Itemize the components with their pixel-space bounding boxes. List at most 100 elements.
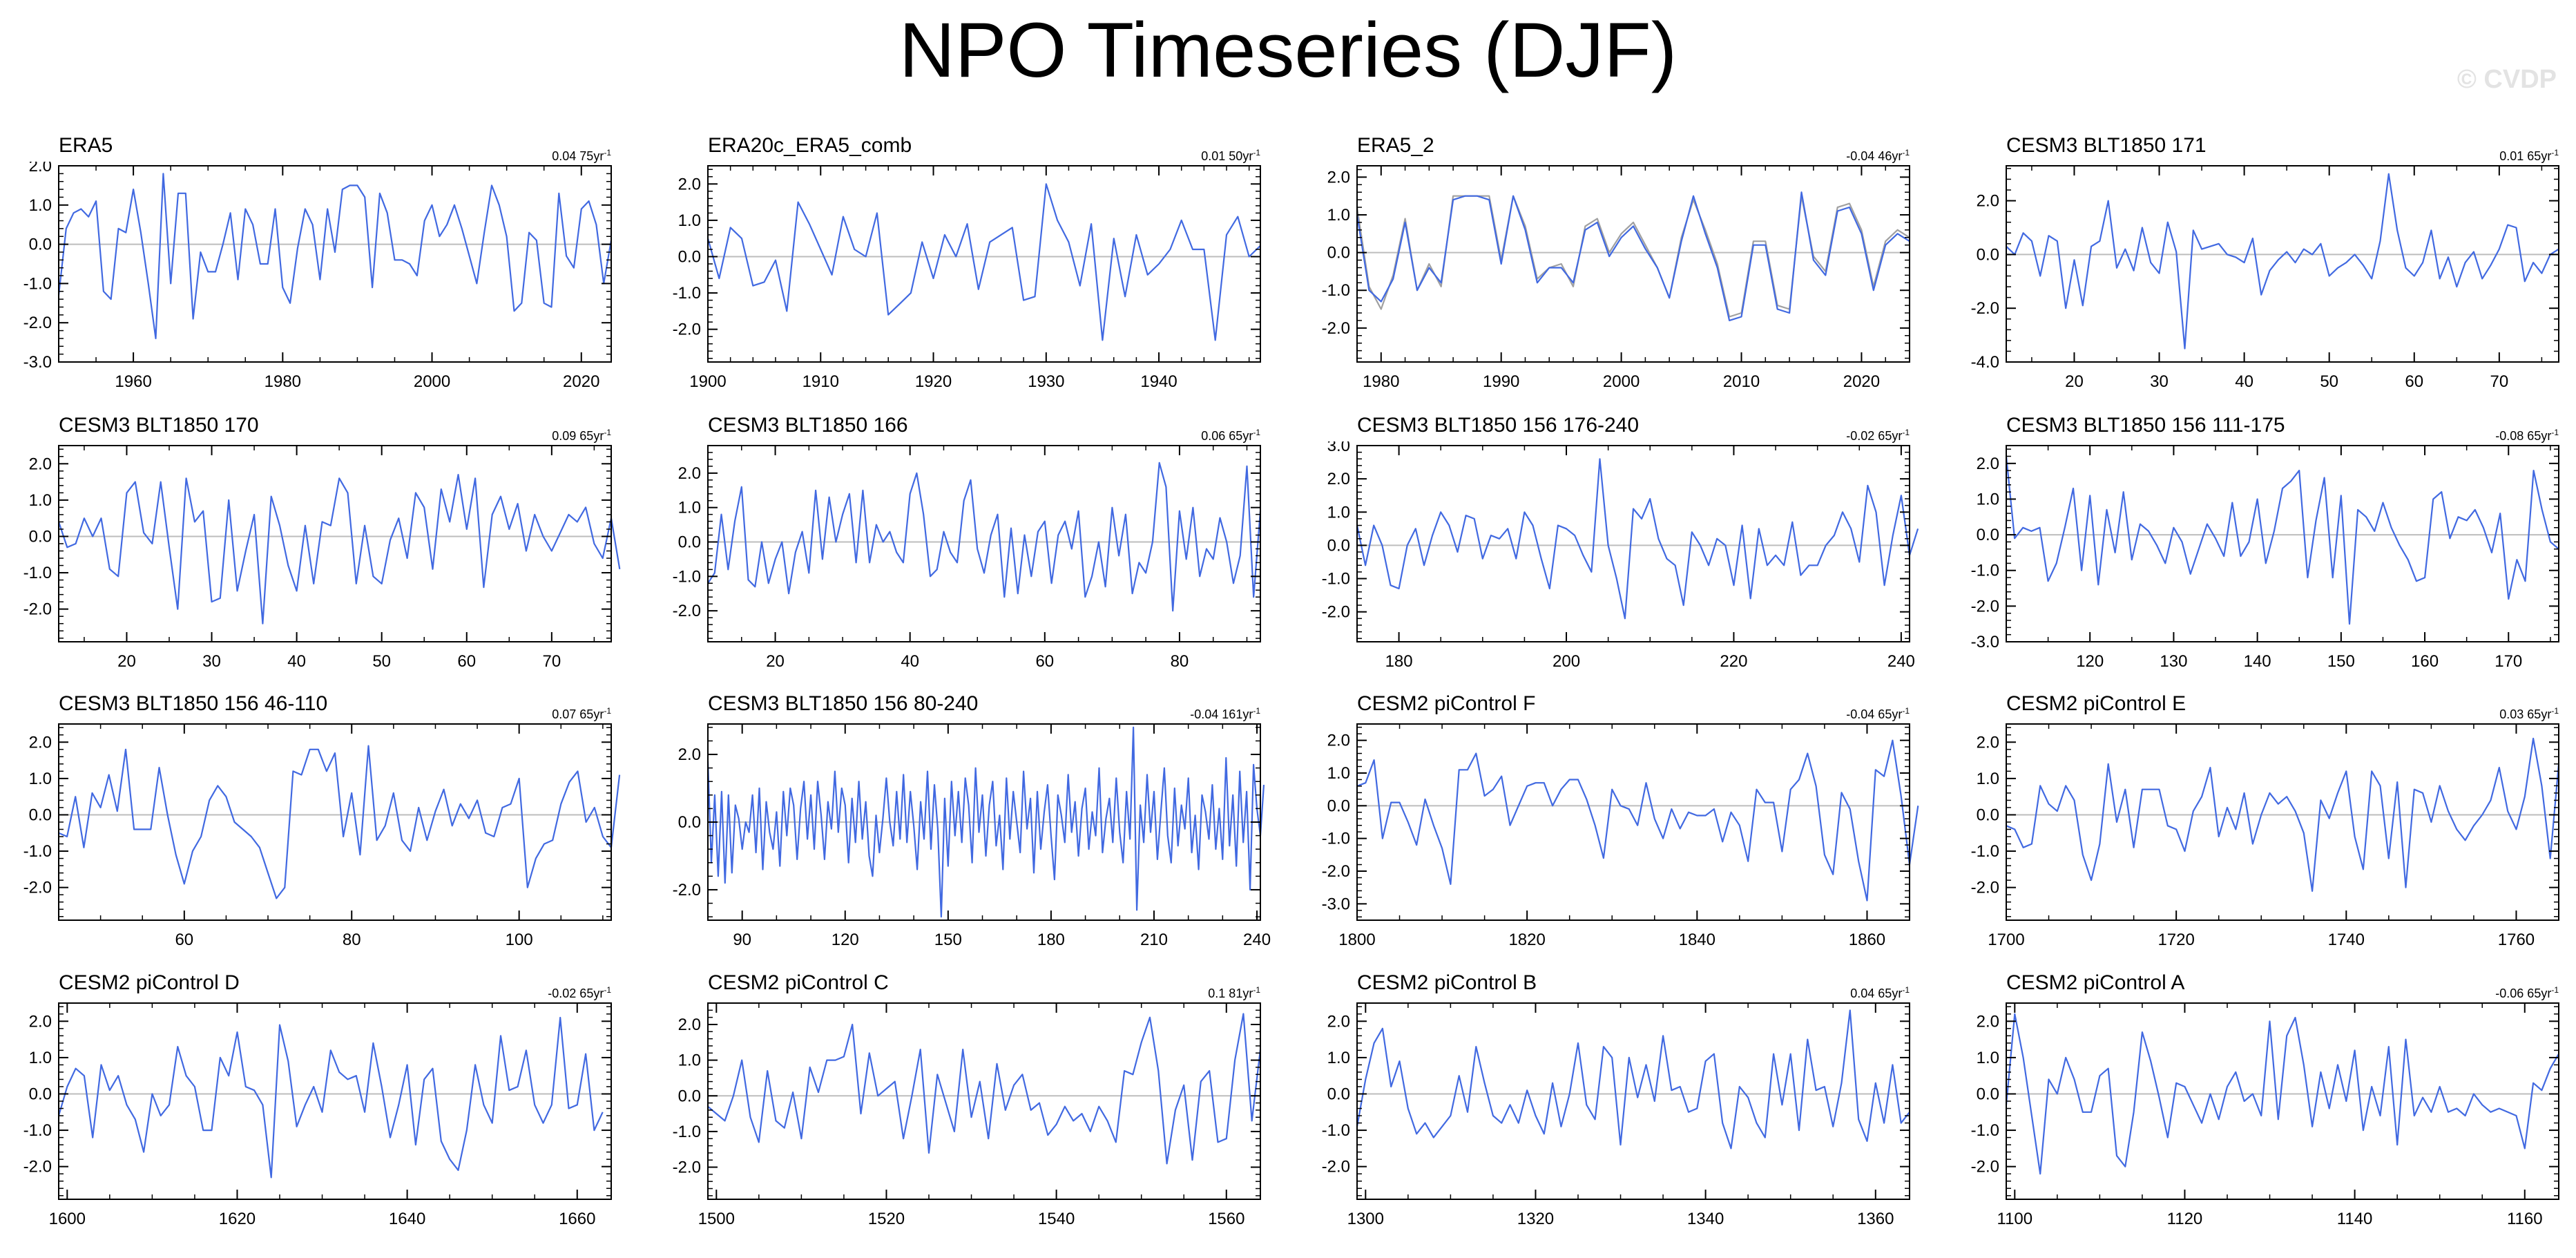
panel-title: ERA20c_ERA5_comb [708,134,912,157]
x-tick-label: 1500 [698,1210,735,1228]
x-tick-label: 70 [2490,372,2508,391]
series-line [1356,195,1910,318]
panel-title: CESM3 BLT1850 171 [2006,134,2207,157]
x-tick-label: 1920 [915,372,952,391]
x-tick-label: 1120 [2167,1210,2203,1228]
y-tick-label: 0.0 [1327,797,1350,815]
y-tick-label: 1.0 [29,196,52,215]
y-tick-label: -2.0 [23,600,52,619]
panel-chart: 1100 1120 1140 1160 -2.0 -1.0 0.0 1.0 2.0 [1971,1002,2559,1228]
plot-frame [1356,1002,1910,1200]
x-tick-label: 150 [934,931,962,949]
y-tick-label: -2.0 [673,1159,701,1177]
series-line [57,473,621,625]
y-tick-label: 0.0 [678,247,701,266]
figure-title: NPO Timeseries (DJF) [898,7,1678,93]
x-tick-label: 1820 [1508,931,1545,949]
x-tick-label: 1720 [2157,931,2194,949]
y-tick-label: 2.0 [1327,1012,1350,1031]
panel-trend-value: -0.06 65yr [2495,987,2552,1000]
x-tick-label: 20 [117,652,136,671]
x-tick-label: 20 [2065,372,2084,391]
series-line [707,183,1261,341]
y-tick-label: 2.0 [1977,1012,1999,1031]
panel-title: CESM3 BLT1850 156 46-110 [59,692,328,715]
x-tick-label: 40 [287,652,306,671]
x-tick-label: 1960 [115,372,151,391]
x-tick-label: 1560 [1208,1210,1244,1228]
x-tick-label: 1800 [1338,931,1375,949]
x-tick-label: 1980 [1363,372,1399,391]
y-tick-label: -1.0 [23,564,52,582]
panel-trend-value: 0.04 75yr [552,149,604,163]
panel-trend-value: 0.09 65yr [552,429,604,443]
x-tick-label: 140 [2244,652,2271,671]
y-tick-label: -3.0 [1322,895,1350,913]
y-tick-label: 2.0 [678,1016,701,1034]
y-tick-label: 2.0 [29,733,52,752]
series-line [707,1013,1262,1165]
x-tick-label: 240 [1243,931,1271,949]
panel-trend-unit: -1 [604,985,611,995]
y-tick-label: -1.0 [1971,1121,1999,1140]
panel-title: ERA5 [59,134,113,157]
cvdp-watermark: © CVDP [2457,65,2557,94]
plot-frame [2006,165,2559,363]
y-tick-label: 2.0 [1977,455,1999,473]
y-tick-label: 1.0 [678,1051,701,1070]
y-tick-label: -1.0 [23,842,52,861]
x-tick-label: 1660 [559,1210,595,1228]
y-tick-label: 0.0 [1977,245,1999,264]
y-tick-label: -1.0 [1322,281,1350,300]
y-tick-label: 0.0 [678,1087,701,1105]
panel-trend-value: 0.01 65yr [2499,149,2552,163]
panel-chart: 180 200 220 240 -2.0 -1.0 0.0 1.0 2.0 3.0 [1322,441,1919,671]
x-tick-label: 2000 [414,372,450,391]
x-tick-label: 60 [175,931,193,949]
plot-frame [1356,165,1910,363]
x-tick-label: 120 [832,931,859,949]
y-tick-label: 0.0 [1327,536,1350,555]
panel-title: CESM3 BLT1850 156 176-240 [1357,414,1640,437]
x-tick-label: 60 [457,652,476,671]
panel-title: CESM3 BLT1850 170 [59,414,259,437]
panel-title: CESM2 piControl D [59,971,240,994]
x-tick-label: 220 [1720,652,1747,671]
x-tick-label: 240 [1887,652,1915,671]
series-line [1356,191,1910,321]
panel-trend-value: 0.06 65yr [1201,429,1253,443]
y-tick-label: 2.0 [1327,168,1350,187]
y-tick-label: 1.0 [1327,503,1350,522]
panel-title: ERA5_2 [1357,134,1434,157]
series-line [707,726,1265,918]
plot-frame [707,445,1261,642]
y-tick-label: 0.0 [1327,244,1350,263]
series-line [707,461,1262,612]
y-tick-label: -2.0 [23,1158,52,1176]
panel-trend-unit: -1 [1902,985,1910,995]
y-tick-label: 0.0 [1327,1085,1350,1103]
y-tick-label: 2.0 [29,1012,52,1031]
y-tick-label: -2.0 [1322,862,1350,881]
series-line [1356,1009,1910,1150]
x-tick-label: 2010 [1723,372,1760,391]
y-tick-label: 1.0 [1327,764,1350,783]
panel-trend-label: 0.07 65yr-1 [404,703,611,722]
x-tick-label: 1980 [265,372,301,391]
panel-chart: 120 130 140 150 160 170 -3.0 -2.0 -1.0 0.0 1.0 2.0 [1971,445,2559,671]
x-tick-label: 100 [506,931,533,949]
x-tick-label: 2000 [1603,372,1640,391]
panel-trend-label: 0.06 65yr-1 [1053,425,1260,444]
panel-trend-label: -0.04 46yr-1 [1702,145,1910,164]
y-tick-label: 2.0 [1327,470,1350,488]
x-tick-label: 1100 [1997,1210,2033,1228]
y-tick-label: 2.0 [29,162,52,175]
y-tick-label: -1.0 [1971,562,1999,580]
x-tick-label: 170 [2495,652,2522,671]
y-tick-label: 0.0 [1977,526,1999,544]
x-tick-label: 1940 [1140,372,1177,391]
panel-chart: 1900 1910 1920 1930 1940 -2.0 -1.0 0.0 1.0 2.0 [673,165,1261,391]
panel-trend-unit: -1 [2551,706,2559,716]
x-tick-label: 30 [2150,372,2169,391]
y-tick-label: -1.0 [673,567,701,586]
